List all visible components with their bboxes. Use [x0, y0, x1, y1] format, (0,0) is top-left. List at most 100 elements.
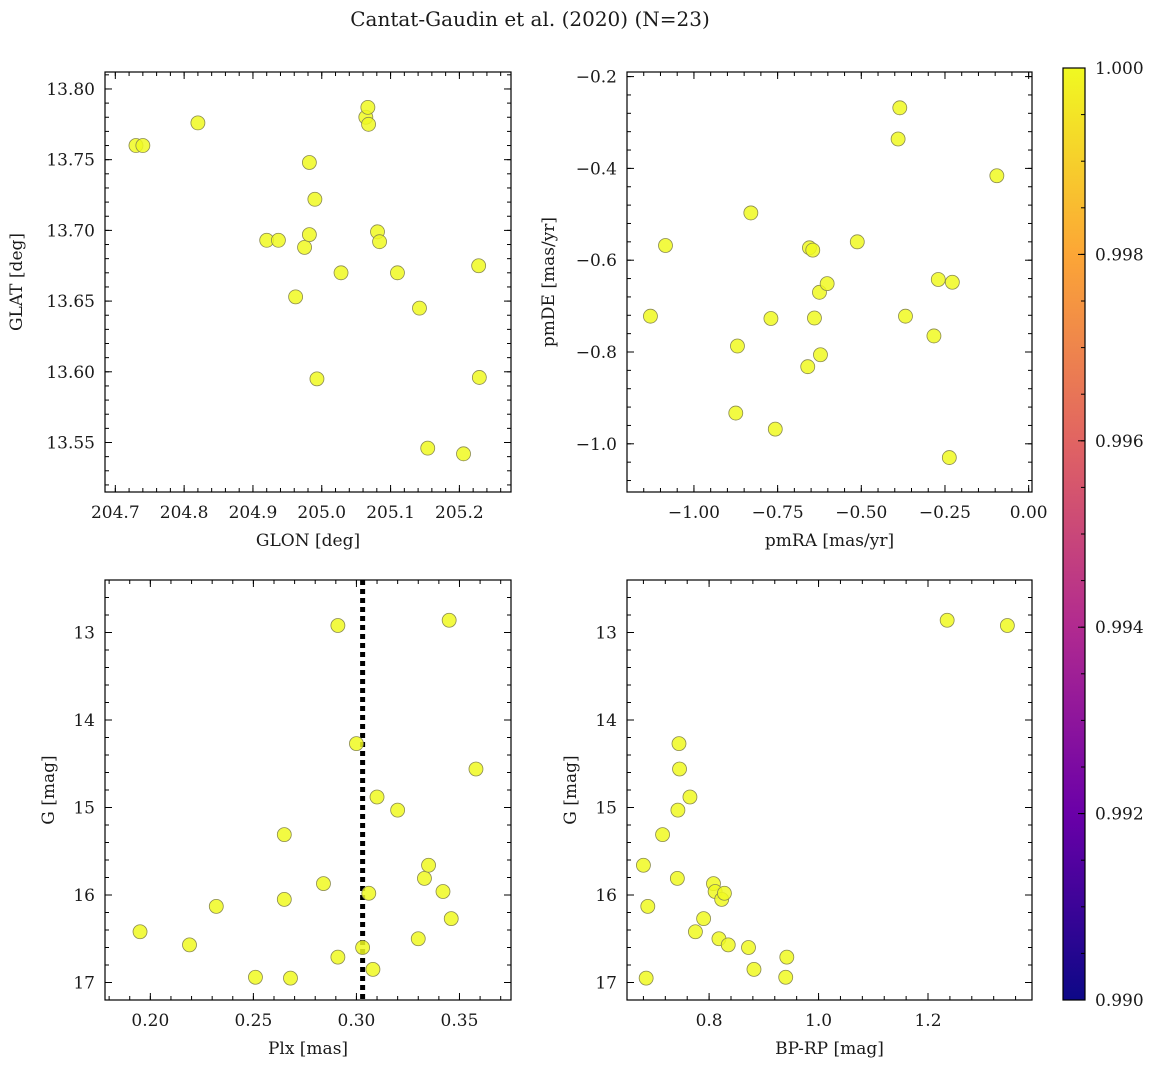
x-tick-label: 204.8 [160, 503, 209, 523]
scatter-point [190, 115, 206, 131]
y-tick-label: 13 [595, 624, 617, 644]
scatter-point [360, 99, 376, 115]
y-tick-label: 13 [73, 624, 95, 644]
x-tick-label: 205.1 [366, 503, 415, 523]
scatter-point [898, 308, 913, 324]
y-axis-label: pmDE [mas/yr] [539, 217, 559, 347]
y-tick-label: 17 [595, 974, 617, 994]
scatter-point [301, 155, 317, 170]
scatter-point [309, 371, 325, 387]
scatter-point [297, 239, 312, 255]
axes-frame [104, 71, 512, 493]
scatter-point [412, 300, 427, 316]
scatter-point [208, 898, 224, 914]
scatter-point [767, 421, 783, 437]
scatter-point [944, 274, 960, 290]
x-tick-label: 204.9 [229, 503, 278, 523]
scatter-point [670, 802, 686, 818]
scatter-point [939, 612, 955, 628]
scatter-point [640, 898, 656, 914]
scatter-point [390, 802, 406, 818]
y-tick-label: 15 [595, 799, 617, 819]
scatter-point [443, 911, 459, 927]
scatter-point [135, 138, 151, 153]
scatter-points [132, 612, 484, 986]
scatter-point [892, 100, 908, 116]
scatter-point [316, 876, 331, 892]
x-axis-label: Plx [mas] [268, 1039, 348, 1059]
ticks [105, 580, 511, 1001]
y-tick-label: 15 [73, 799, 95, 819]
x-tick-label: 1.2 [914, 1011, 941, 1031]
scatter-point [132, 924, 148, 940]
x-axis-label: BP-RP [mag] [775, 1039, 884, 1059]
x-tick-label: −0.25 [919, 503, 971, 523]
scatter-point [330, 618, 346, 633]
scatter-point [728, 405, 744, 421]
y-tick-label: 13.75 [46, 151, 95, 171]
y-tick-label: −0.4 [576, 159, 617, 179]
x-tick-label: 0.20 [131, 1011, 169, 1031]
scatter-point [638, 970, 654, 986]
scatter-point [349, 736, 364, 752]
scatter-point [807, 310, 822, 326]
scatter-point [441, 612, 457, 628]
scatter-point [672, 761, 687, 777]
scatter-point [805, 242, 821, 258]
scatter-point [636, 857, 651, 873]
panels: 204.7 204.8 204.9 205.0 205.1 205.2 13.55 13.60… [7, 68, 1048, 1059]
scatter-point [819, 276, 835, 292]
scatter-point [688, 924, 703, 940]
scatter-point [471, 370, 487, 385]
x-tick-label: 0.25 [234, 1011, 272, 1031]
ticks [627, 580, 1032, 1001]
panel-2: −1.00 −0.75 −0.50 −0.25 0.00 −1.0 −0.8 −0.6 −0.4… [539, 68, 1048, 551]
axes-frame [626, 71, 1033, 493]
x-tick-label: 205.0 [297, 503, 346, 523]
scatter-point [361, 116, 376, 132]
y-axis-label: GLAT [deg] [7, 233, 27, 331]
scatter-point [355, 940, 371, 955]
x-tick-label: −0.75 [752, 503, 804, 523]
scatter-point [301, 227, 317, 243]
axes-frame [104, 579, 512, 1001]
x-tick-label: 204.7 [91, 503, 140, 523]
scatter-point [468, 761, 484, 777]
x-tick-label: 205.2 [435, 503, 484, 523]
scatter-point [410, 931, 426, 947]
colorbar-tick-label: 0.992 [1095, 805, 1144, 825]
scatter-point [307, 191, 323, 207]
scatter-point [420, 440, 436, 456]
y-tick-label: 16 [73, 886, 95, 906]
colorbar: 0.990 0.992 0.994 0.996 0.998 1.000 [1062, 59, 1144, 1011]
scatter-point [743, 205, 759, 221]
scatter-point [999, 618, 1015, 633]
x-tick-label: −1.00 [668, 503, 720, 523]
scatter-point [671, 736, 687, 752]
scatter-point [926, 328, 942, 344]
scatter-point [369, 789, 385, 805]
scatter-point [778, 969, 794, 985]
scatter-point [849, 234, 865, 250]
scatter-point [390, 265, 405, 281]
scatter-point [643, 308, 658, 324]
scatter-point [941, 450, 957, 465]
scatter-point [813, 347, 828, 363]
scatter-point [989, 168, 1005, 184]
panel-4: 0.8 1.0 1.2 13 14 15 16 17 BP-RP [mag] G [mag] [561, 579, 1033, 1059]
x-tick-label: 0.8 [696, 1011, 723, 1031]
x-tick-label: 0.35 [441, 1011, 479, 1031]
scatter-point [365, 961, 381, 977]
scatter-point [730, 338, 745, 354]
y-axis-label: G [mag] [39, 755, 59, 824]
scatter-point [655, 827, 670, 843]
scatter-point [930, 272, 946, 287]
y-axis-label: G [mag] [561, 755, 581, 824]
y-tick-label: 13.60 [46, 363, 95, 383]
y-tick-label: 13.55 [46, 434, 95, 454]
scatter-point [276, 827, 292, 843]
y-tick-label: 13.65 [46, 292, 95, 312]
scatter-point [763, 311, 779, 326]
colorbar-tick-label: 0.998 [1095, 245, 1144, 265]
scatter-point [372, 234, 387, 250]
